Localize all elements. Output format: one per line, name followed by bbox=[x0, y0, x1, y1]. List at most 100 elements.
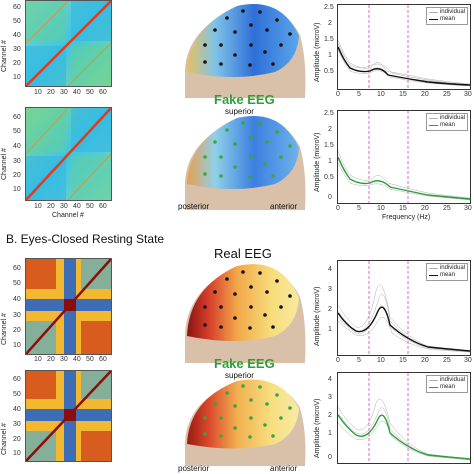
xtick: 50 bbox=[86, 356, 94, 363]
xtick: 10 bbox=[377, 91, 385, 98]
xtick: 40 bbox=[73, 356, 81, 363]
xtick: 20 bbox=[421, 205, 429, 212]
ytick: 1 bbox=[328, 158, 332, 165]
ytick: 20 bbox=[13, 60, 21, 67]
xtick: 20 bbox=[421, 357, 429, 364]
ytick: 0 bbox=[328, 454, 332, 461]
ytick: 30 bbox=[13, 312, 21, 319]
ytick: 40 bbox=[13, 32, 21, 39]
ytick: 40 bbox=[13, 296, 21, 303]
matrix-b-real-svg bbox=[26, 259, 111, 354]
ytick: 2 bbox=[328, 126, 332, 133]
xtick: 15 bbox=[399, 91, 407, 98]
ytick: 1 bbox=[328, 430, 332, 437]
spectrum-a-fake-svg bbox=[337, 111, 471, 203]
ytick: 2 bbox=[328, 306, 332, 313]
head-a-anterior: anterior bbox=[270, 202, 298, 211]
xtick: 30 bbox=[60, 89, 68, 96]
matrix-b-fake-svg bbox=[26, 371, 111, 461]
legend-row-mean: mean bbox=[428, 16, 465, 23]
matrix-a2-ylabel: Channel # bbox=[1, 148, 8, 180]
spectrum-a-fake: individual mean bbox=[337, 110, 471, 204]
xtick: 0 bbox=[336, 205, 340, 212]
ytick: 50 bbox=[13, 18, 21, 25]
legend-row-mean: mean bbox=[428, 272, 465, 279]
spectrum-a-real: individual mean bbox=[337, 4, 471, 90]
ytick: 0 bbox=[328, 194, 332, 201]
xtick: 30 bbox=[464, 91, 472, 98]
matrix-a2-xlabel: Channel # bbox=[52, 212, 84, 219]
xtick: 10 bbox=[377, 205, 385, 212]
spectrum-b-real: individual mean bbox=[337, 260, 471, 356]
connectivity-matrix-a-real bbox=[25, 0, 112, 87]
xtick: 25 bbox=[443, 205, 451, 212]
ytick: 4 bbox=[328, 376, 332, 383]
scalp-map-b-fake bbox=[165, 376, 315, 466]
xtick: 20 bbox=[47, 356, 55, 363]
xtick: 5 bbox=[357, 91, 361, 98]
xtick: 15 bbox=[399, 205, 407, 212]
legend-row-individual: individual bbox=[428, 115, 465, 122]
scalp-map-b-real bbox=[165, 260, 315, 365]
xtick: 40 bbox=[73, 89, 81, 96]
legend-row-mean: mean bbox=[428, 384, 465, 391]
ytick: 50 bbox=[13, 128, 21, 135]
ytick: 3 bbox=[328, 394, 332, 401]
legend-b-fake: individual mean bbox=[425, 375, 468, 393]
legend-row-individual: individual bbox=[428, 9, 465, 16]
xtick: 40 bbox=[73, 203, 81, 210]
ytick: 10 bbox=[13, 342, 21, 349]
xtick: 30 bbox=[464, 205, 472, 212]
head-a-posterior: posterior bbox=[178, 202, 210, 211]
scalp-map-a-real bbox=[165, 0, 315, 100]
head-a-fake-title: Fake EEG bbox=[214, 92, 275, 107]
spectrum-b-fake-svg bbox=[337, 373, 471, 463]
ytick: 20 bbox=[13, 172, 21, 179]
connectivity-matrix-a-fake bbox=[25, 107, 112, 201]
ytick: 0.5 bbox=[324, 68, 334, 75]
spectrum-a-fake-ylabel: Amplitude (microV) bbox=[314, 132, 321, 192]
ytick: 60 bbox=[13, 265, 21, 272]
xtick: 5 bbox=[357, 357, 361, 364]
xtick: 50 bbox=[86, 89, 94, 96]
ytick: 30 bbox=[13, 46, 21, 53]
ytick: 1.5 bbox=[324, 142, 334, 149]
scalp-b-real-svg bbox=[185, 264, 306, 363]
ytick: 60 bbox=[13, 4, 21, 11]
ytick: 30 bbox=[13, 158, 21, 165]
ytick: 3 bbox=[328, 286, 332, 293]
legend-a-fake: individual mean bbox=[425, 113, 468, 131]
spectrum-b-real-ylabel: Amplitude (microV) bbox=[314, 286, 321, 346]
ytick: 20 bbox=[13, 436, 21, 443]
spectrum-b-fake: individual mean bbox=[337, 372, 471, 464]
ytick: 40 bbox=[13, 406, 21, 413]
section-b-title: B. Eyes-Closed Resting State bbox=[6, 232, 165, 246]
matrix-a1-ylabel: Channel # bbox=[1, 40, 8, 72]
ytick: 30 bbox=[13, 421, 21, 428]
ytick: 10 bbox=[13, 186, 21, 193]
legend-row-individual: individual bbox=[428, 265, 465, 272]
matrix-a-real-svg bbox=[26, 1, 111, 86]
scalp-a-real-svg bbox=[185, 4, 306, 99]
xtick: 20 bbox=[47, 203, 55, 210]
ytick: 1 bbox=[328, 326, 332, 333]
xtick: 0 bbox=[336, 91, 340, 98]
ytick: 40 bbox=[13, 143, 21, 150]
scalp-a-fake-svg bbox=[185, 116, 306, 210]
ytick: 50 bbox=[13, 391, 21, 398]
spectrum-a-fake-xlabel: Frequency (Hz) bbox=[382, 214, 431, 221]
xtick: 60 bbox=[99, 89, 107, 96]
ytick: 60 bbox=[13, 376, 21, 383]
spectrum-b-real-svg bbox=[337, 261, 471, 355]
head-b-real-title: Real EEG bbox=[214, 246, 272, 261]
matrix-b2-ylabel: Channel # bbox=[1, 423, 8, 455]
ytick: 2 bbox=[328, 20, 332, 27]
xtick: 60 bbox=[99, 356, 107, 363]
ytick: 10 bbox=[13, 450, 21, 457]
xtick: 20 bbox=[47, 89, 55, 96]
xtick: 30 bbox=[60, 356, 68, 363]
ytick: 2.5 bbox=[324, 4, 334, 11]
spectrum-a-real-ylabel: Amplitude (microV) bbox=[314, 22, 321, 82]
xtick: 30 bbox=[464, 357, 472, 364]
ytick: 1 bbox=[328, 52, 332, 59]
